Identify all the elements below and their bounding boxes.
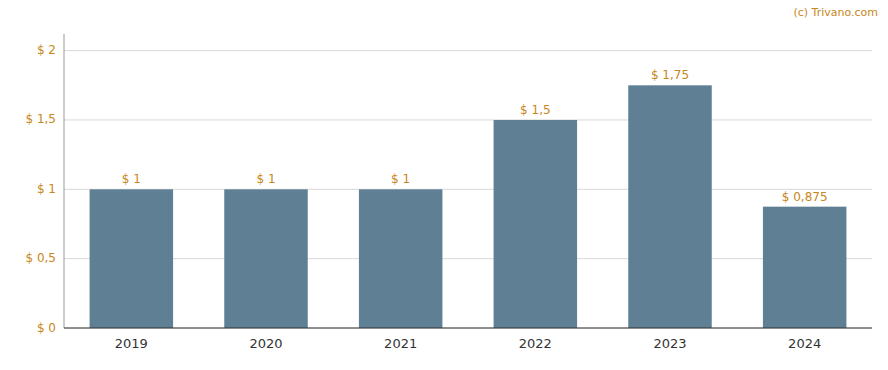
grid-line [64, 119, 872, 120]
bar [494, 120, 577, 328]
data-label: $ 0,875 [782, 190, 828, 204]
x-tick-label: 2022 [519, 336, 552, 351]
data-label: $ 1,75 [651, 68, 689, 82]
bar [763, 207, 846, 328]
x-tick-label: 2019 [115, 336, 148, 351]
x-tick-label: 2024 [788, 336, 821, 351]
grid-line [64, 189, 872, 190]
bar [359, 189, 442, 328]
y-axis-line [64, 34, 65, 328]
bar [224, 189, 307, 328]
grid-line [64, 258, 872, 259]
data-label: $ 1 [391, 172, 410, 186]
x-tick-label: 2023 [653, 336, 686, 351]
chart: $ 0 $ 0,5 $ 1 $ 1,5 $ 2 $ 1 $ 1 $ 1 $ 1,5 $ 1,75 $… [0, 0, 888, 370]
y-tick-label: $ 1 [37, 182, 56, 196]
data-label: $ 1,5 [520, 103, 551, 117]
bar [628, 85, 711, 328]
grid-line [64, 50, 872, 51]
watermark: (c) Trivano.com [793, 6, 878, 19]
grid [64, 51, 872, 328]
x-axis-line [64, 328, 872, 329]
x-tick-label: 2021 [384, 336, 417, 351]
y-tick-label: $ 2 [37, 43, 56, 57]
y-tick-label: $ 0,5 [25, 251, 56, 265]
bars [90, 85, 847, 328]
grid-line [64, 328, 872, 329]
y-tick-label: $ 0 [37, 321, 56, 335]
bar [90, 189, 173, 328]
data-label: $ 1 [122, 172, 141, 186]
x-tick-label: 2020 [249, 336, 282, 351]
data-label: $ 1 [256, 172, 275, 186]
y-tick-label: $ 1,5 [25, 112, 56, 126]
